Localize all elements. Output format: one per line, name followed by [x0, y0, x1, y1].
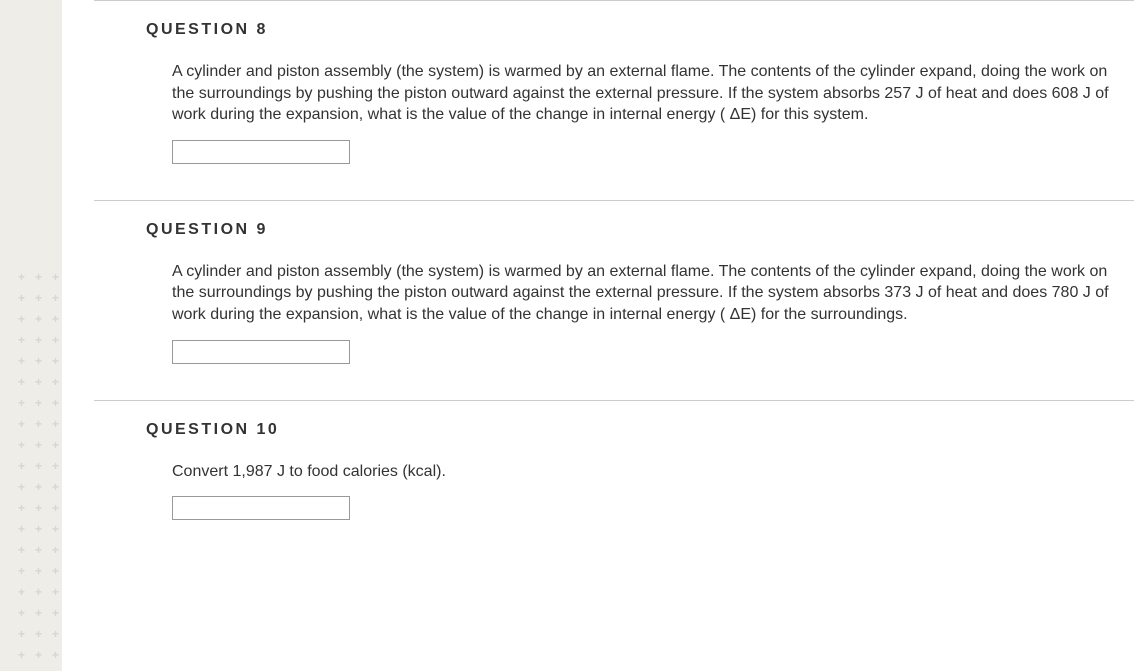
left-gutter: +++ +++ +++ +++ +++ +++ +++ +++ +++ +++ …: [0, 0, 62, 671]
question-body: A cylinder and piston assembly (the syst…: [94, 61, 1120, 164]
answer-input-q9[interactable]: [172, 340, 350, 364]
question-body: Convert 1,987 J to food calories (kcal).: [94, 461, 1120, 521]
answer-input-q10[interactable]: [172, 496, 350, 520]
question-title: QUESTION 8: [94, 21, 1120, 39]
question-block-9: QUESTION 9 A cylinder and piston assembl…: [94, 200, 1134, 400]
question-text: A cylinder and piston assembly (the syst…: [172, 61, 1110, 126]
question-block-8: QUESTION 8 A cylinder and piston assembl…: [94, 0, 1134, 200]
answer-input-q8[interactable]: [172, 140, 350, 164]
question-text: Convert 1,987 J to food calories (kcal).: [172, 461, 1110, 483]
question-text: A cylinder and piston assembly (the syst…: [172, 261, 1110, 326]
question-block-10: QUESTION 10 Convert 1,987 J to food calo…: [94, 400, 1134, 557]
main-column: QUESTION 8 A cylinder and piston assembl…: [62, 0, 1134, 671]
gutter-pattern: +++ +++ +++ +++ +++ +++ +++ +++ +++ +++ …: [0, 271, 62, 671]
page-wrap: +++ +++ +++ +++ +++ +++ +++ +++ +++ +++ …: [0, 0, 1134, 671]
question-title: QUESTION 9: [94, 221, 1120, 239]
question-title: QUESTION 10: [94, 421, 1120, 439]
question-body: A cylinder and piston assembly (the syst…: [94, 261, 1120, 364]
